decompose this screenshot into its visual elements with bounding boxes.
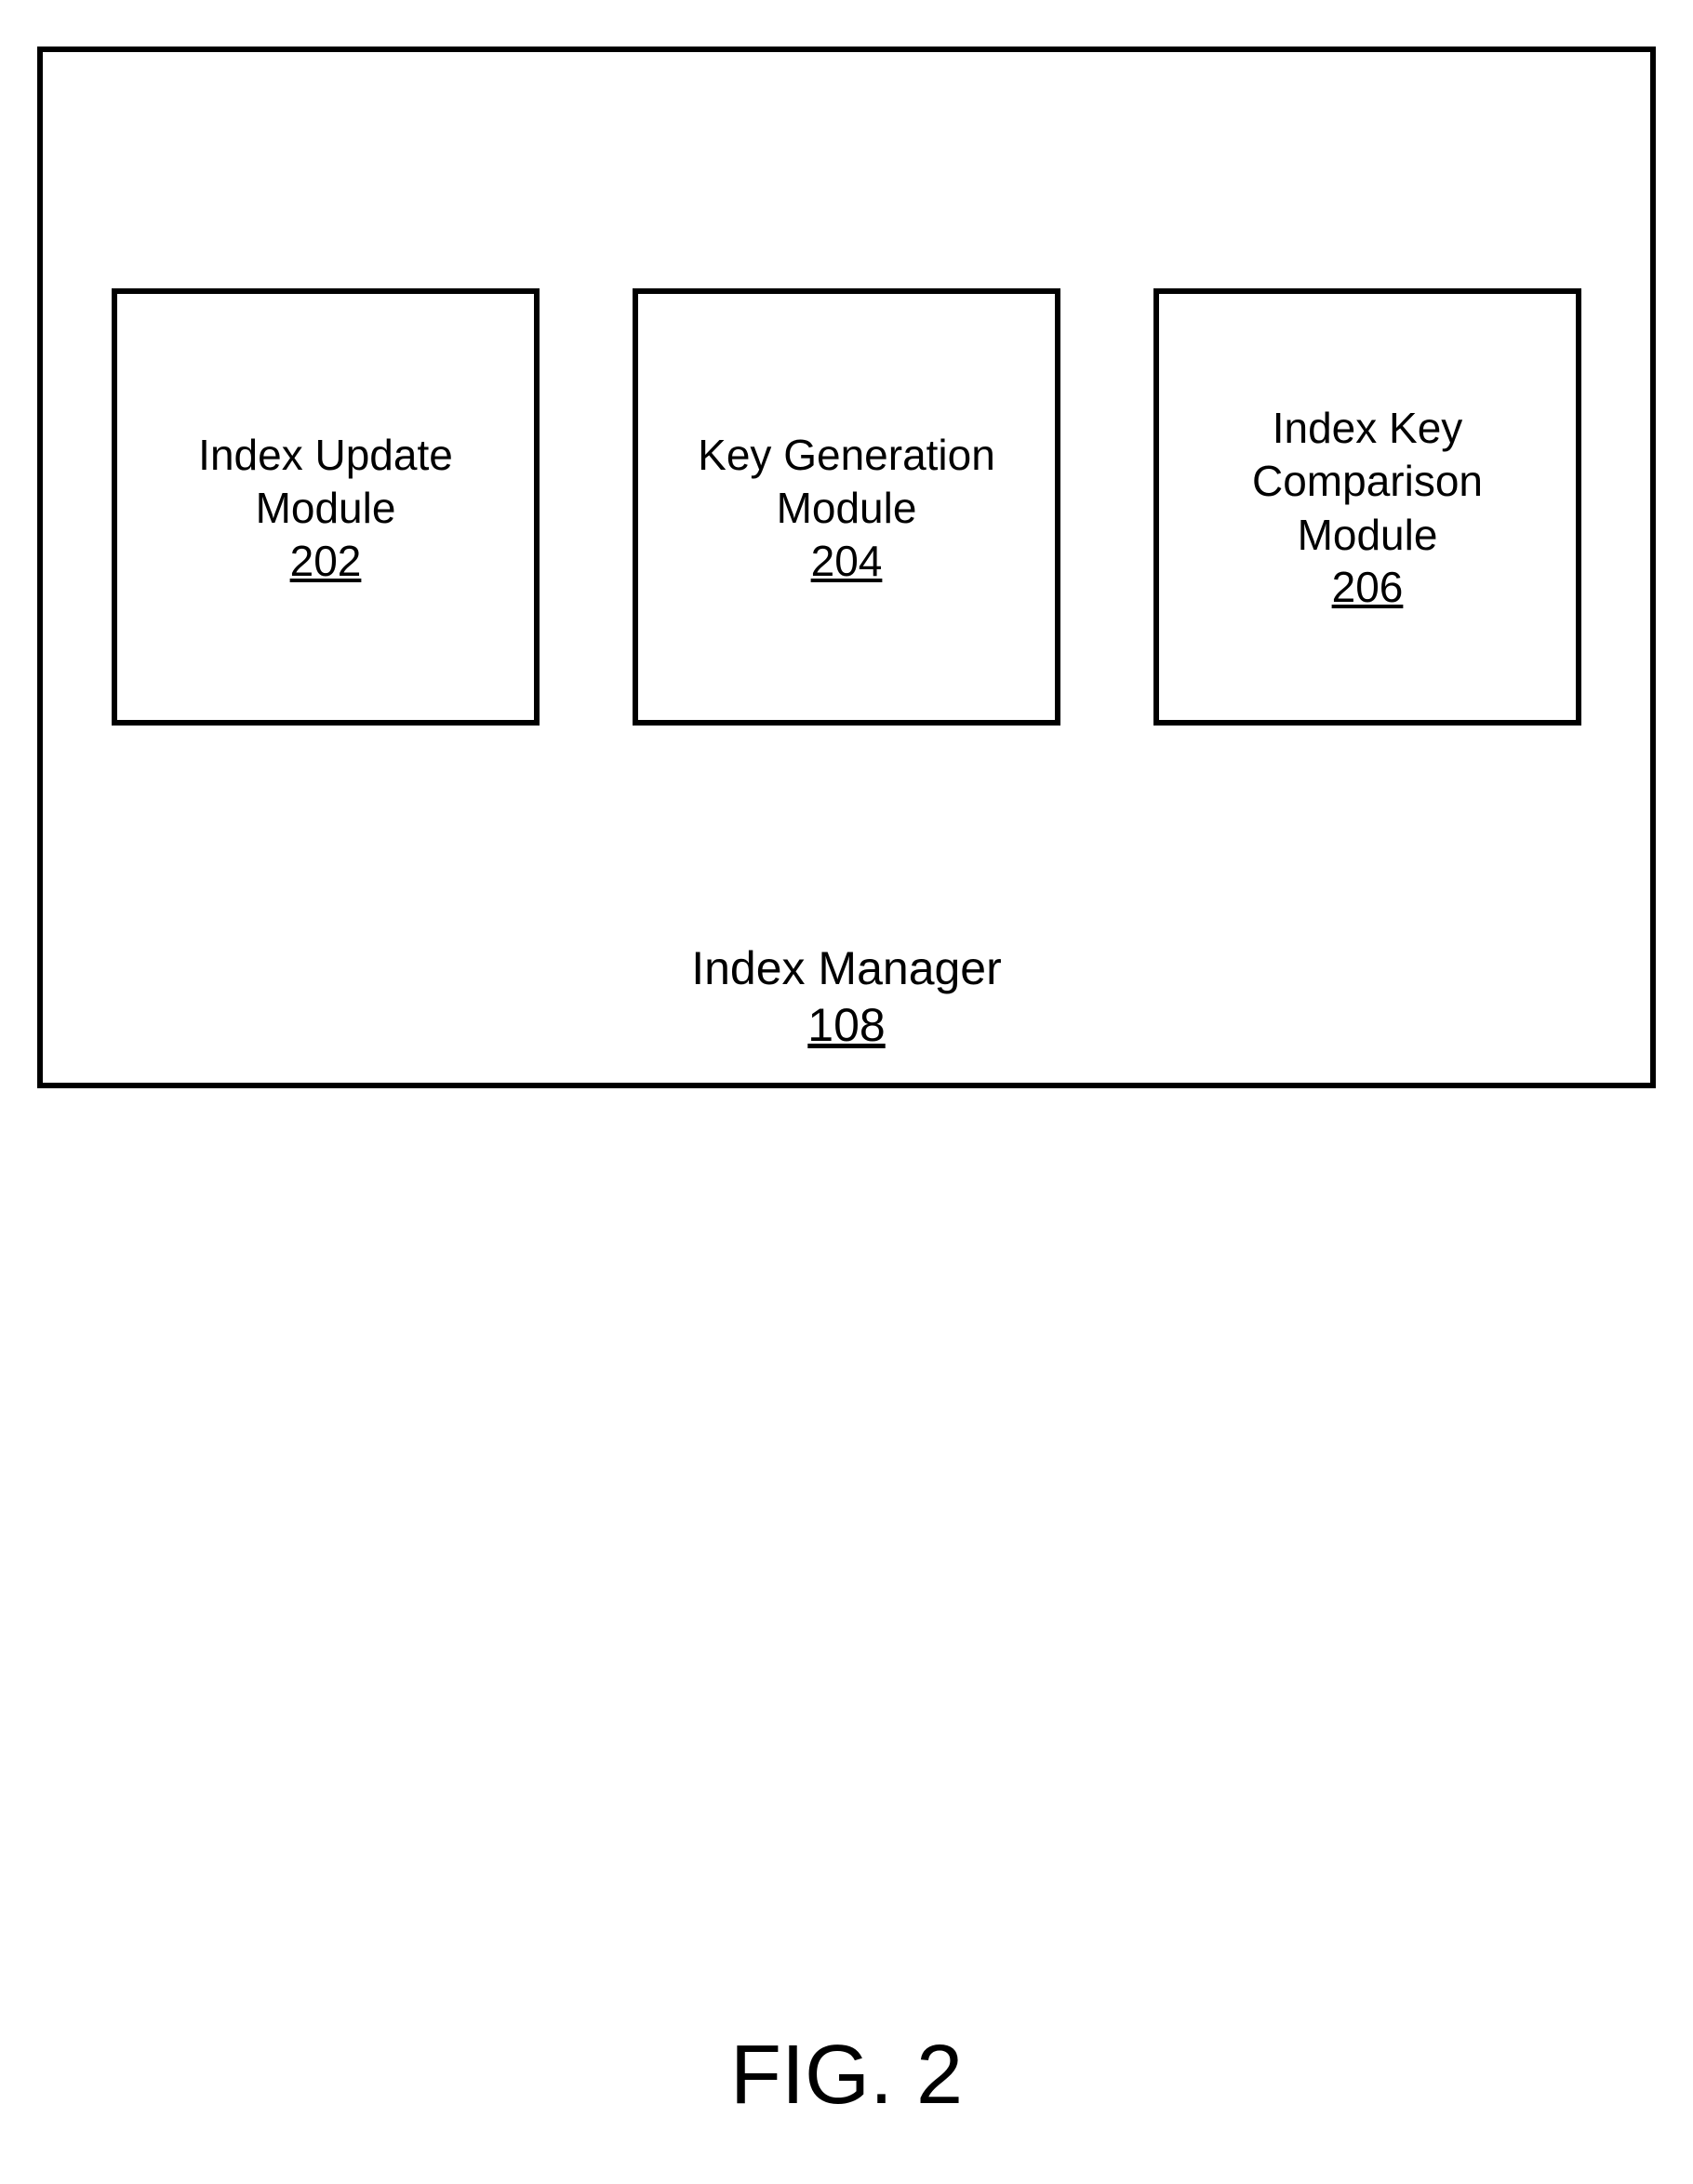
module-title-line: Comparison xyxy=(1252,455,1483,509)
module-ref-number: 204 xyxy=(811,536,883,586)
container-label: Index Manager 108 xyxy=(474,939,1219,1052)
module-title-line: Index Update xyxy=(198,429,453,483)
module-box-2: Key Generation Module 204 xyxy=(633,288,1060,726)
figure-caption-text: FIG. 2 xyxy=(730,2029,963,2122)
module-box-1: Index Update Module 202 xyxy=(112,288,540,726)
figure-caption: FIG. 2 xyxy=(381,2028,1312,2124)
container-title: Index Manager xyxy=(474,939,1219,998)
module-box-3: Index Key Comparison Module 206 xyxy=(1153,288,1581,726)
module-ref-number: 206 xyxy=(1332,562,1404,612)
container-ref-number: 108 xyxy=(474,998,1219,1052)
module-title-line: Index Key xyxy=(1273,402,1463,456)
module-title-line: Module xyxy=(256,482,396,536)
module-title-line: Module xyxy=(1298,509,1438,563)
module-title-line: Key Generation xyxy=(698,429,995,483)
module-ref-number: 202 xyxy=(290,536,362,586)
module-title-line: Module xyxy=(777,482,917,536)
